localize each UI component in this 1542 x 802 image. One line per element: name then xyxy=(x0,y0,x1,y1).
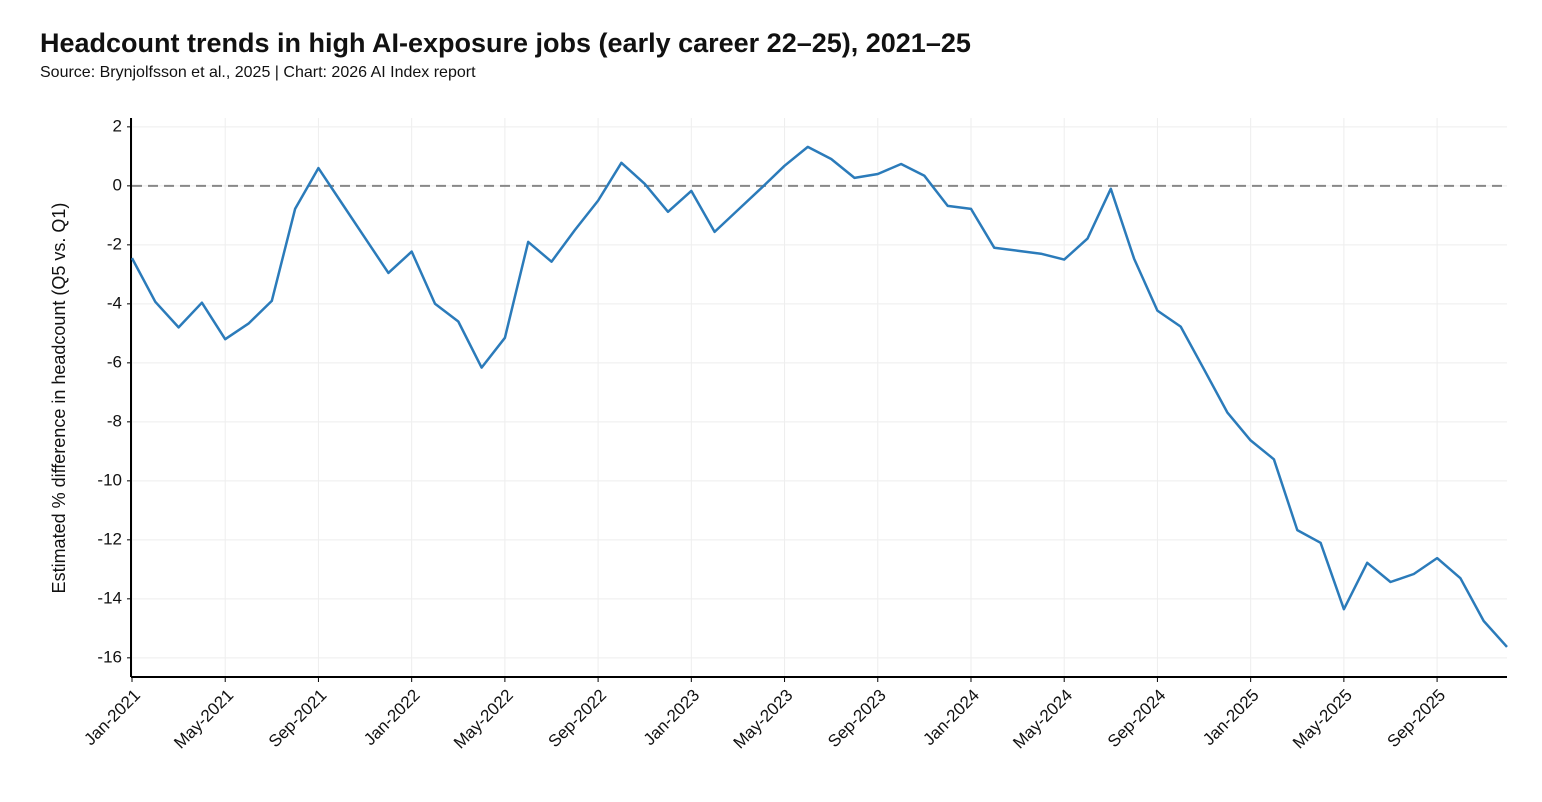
x-tick-label: May-2022 xyxy=(450,686,517,753)
x-tick-label: Jan-2022 xyxy=(360,686,424,750)
y-tick-label: -16 xyxy=(97,647,122,666)
y-tick-label: -14 xyxy=(97,588,122,607)
y-tick-label: -10 xyxy=(97,470,122,489)
x-tick-label: Jan-2021 xyxy=(80,686,144,750)
x-tick-label: May-2025 xyxy=(1289,686,1356,753)
x-tick-label: Jan-2025 xyxy=(1199,686,1263,750)
x-tick-label: Sep-2022 xyxy=(545,686,611,752)
y-tick-label: -12 xyxy=(97,529,122,548)
y-tick-label: -6 xyxy=(107,352,122,371)
x-tick-label: Sep-2023 xyxy=(824,686,890,752)
chart-subtitle: Source: Brynjolfsson et al., 2025 | Char… xyxy=(40,64,476,81)
x-tick-label: May-2023 xyxy=(730,686,797,753)
x-tick-label: May-2021 xyxy=(170,686,237,753)
y-tick-label: 2 xyxy=(113,116,122,135)
y-tick-label: -8 xyxy=(107,411,122,430)
x-tick-label: Sep-2024 xyxy=(1104,686,1170,752)
chart-title: Headcount trends in high AI-exposure job… xyxy=(40,28,971,58)
y-tick-label: 0 xyxy=(113,175,122,194)
y-tick-label: -2 xyxy=(107,234,122,253)
x-tick-label: Sep-2021 xyxy=(265,686,331,752)
data-line xyxy=(130,145,1508,648)
x-tick-label: Sep-2025 xyxy=(1384,686,1450,752)
y-axis-label: Estimated % difference in headcount (Q5 … xyxy=(49,203,69,594)
y-tick-label: -4 xyxy=(107,293,122,312)
x-tick-label: May-2024 xyxy=(1009,686,1076,753)
x-tick-label: Jan-2024 xyxy=(919,686,983,750)
x-tick-label: Jan-2023 xyxy=(640,686,704,750)
